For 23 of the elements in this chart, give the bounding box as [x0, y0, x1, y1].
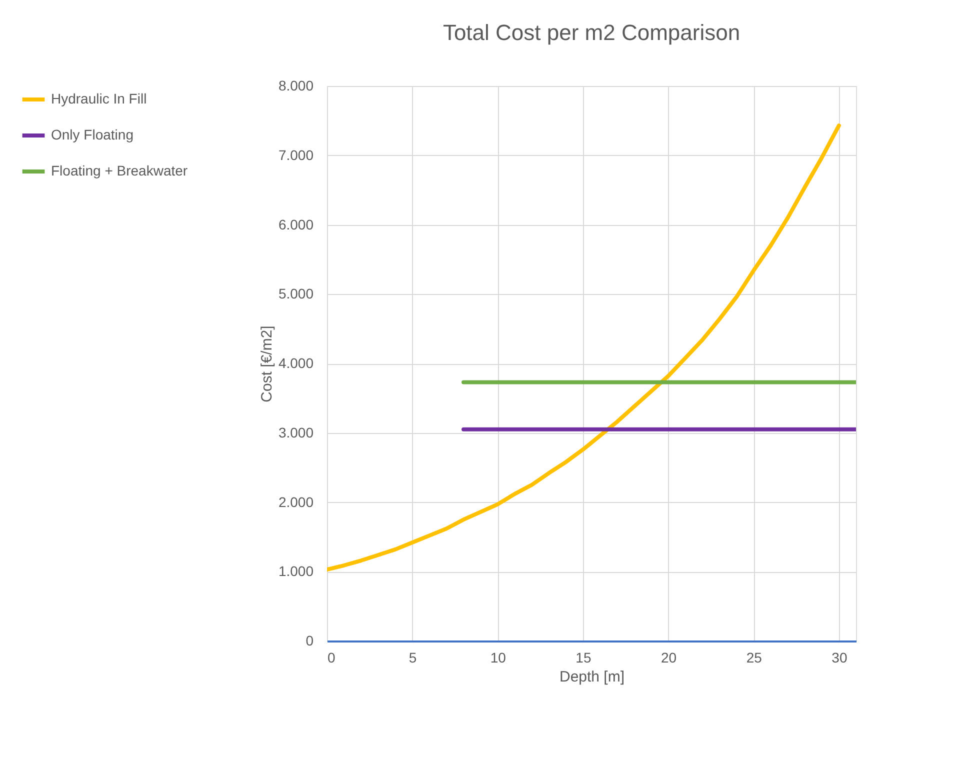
x-tick-label: 30 — [832, 650, 848, 666]
chart-title: Total Cost per m2 Comparison — [442, 20, 740, 45]
x-tick-label: 15 — [576, 650, 592, 666]
y-tick-label: 3.000 — [278, 424, 314, 440]
y-tick-label: 8.000 — [278, 78, 314, 94]
y-tick-label: 5.000 — [278, 286, 314, 302]
y-tick-label: 7.000 — [278, 146, 314, 163]
legend-label: Hydraulic In Fill — [51, 90, 147, 106]
legend-label: Only Floating — [51, 126, 134, 142]
legend-label: Floating + Breakwater — [51, 162, 188, 178]
y-tick-label: 0 — [306, 632, 314, 648]
x-axis-title: Depth [m] — [559, 668, 625, 686]
x-tick-label: 5 — [408, 650, 417, 666]
y-axis-title: Cost [€/m2] — [258, 326, 276, 402]
x-tick-label: 10 — [490, 650, 506, 666]
y-tick-label: 1.000 — [278, 563, 314, 580]
x-tick-label: 0 — [328, 650, 336, 666]
x-tick-label: 20 — [661, 650, 677, 666]
x-tick-label: 25 — [746, 650, 762, 666]
line-series — [327, 124, 841, 572]
y-tick-label: 4.000 — [278, 355, 314, 371]
y-tick-label: 2.000 — [278, 494, 314, 510]
y-tick-label: 6.000 — [278, 216, 314, 232]
